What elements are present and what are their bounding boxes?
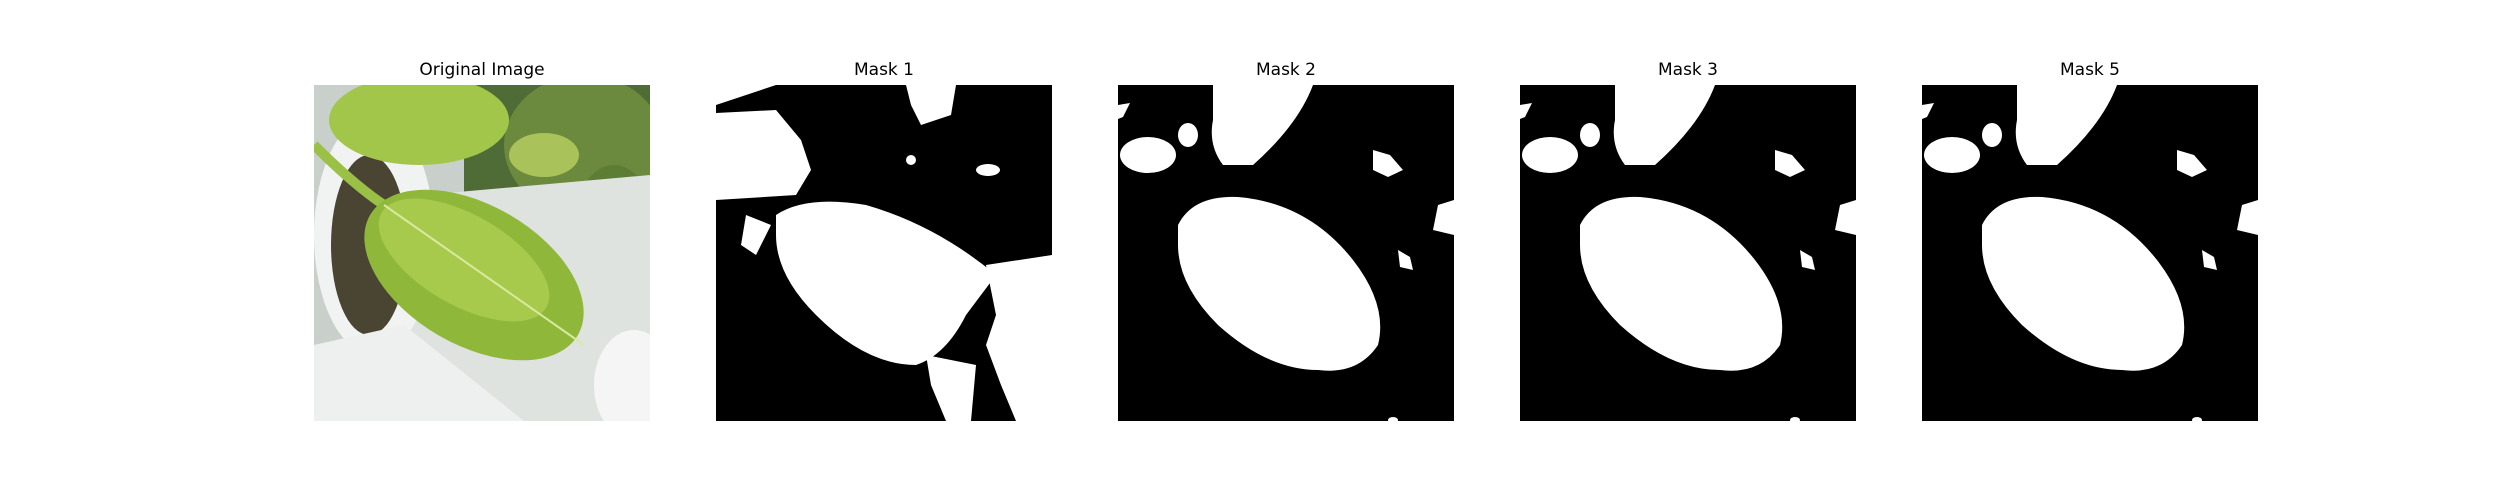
- mask-image-1: [716, 85, 1052, 421]
- panel-mask-1: Mask 1: [716, 0, 1052, 430]
- panel-mask-3: Mask 3: [1520, 0, 1856, 430]
- panel-mask-2: Mask 2: [1118, 0, 1454, 430]
- panel-title: Mask 3: [1657, 60, 1718, 80]
- panel-title: Mask 2: [1255, 60, 1316, 80]
- panel-title: Original Image: [419, 60, 545, 80]
- panel-mask-5: Mask 5: [1922, 0, 2258, 430]
- panel-title: Mask 1: [853, 60, 914, 80]
- original-photo: [314, 85, 650, 421]
- mask-image-5: [1922, 85, 2258, 421]
- mask-image-2: [1118, 85, 1454, 421]
- mask-image-3: [1520, 85, 1856, 421]
- panel-title: Mask 5: [2059, 60, 2120, 80]
- panel-original-image: Original Image: [314, 0, 650, 430]
